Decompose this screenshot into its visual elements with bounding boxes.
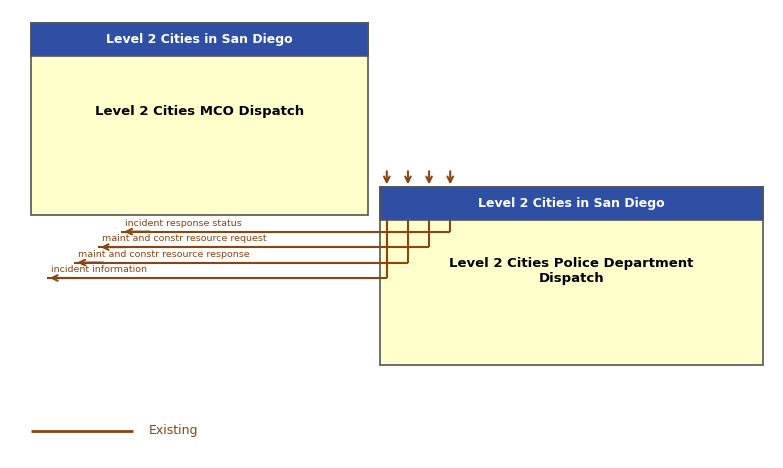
Text: incident response status: incident response status xyxy=(125,219,242,228)
Text: Level 2 Cities MCO Dispatch: Level 2 Cities MCO Dispatch xyxy=(95,105,305,118)
Bar xyxy=(31,56,368,215)
Text: Level 2 Cities Police Department
Dispatch: Level 2 Cities Police Department Dispatc… xyxy=(449,257,694,285)
Bar xyxy=(380,187,763,220)
Text: maint and constr resource request: maint and constr resource request xyxy=(102,234,266,243)
Text: Level 2 Cities in San Diego: Level 2 Cities in San Diego xyxy=(106,33,293,46)
Bar xyxy=(380,187,763,365)
Text: incident information: incident information xyxy=(51,265,147,274)
Text: maint and constr resource response: maint and constr resource response xyxy=(78,250,250,259)
Bar xyxy=(31,23,368,215)
Bar xyxy=(380,220,763,365)
Text: Level 2 Cities in San Diego: Level 2 Cities in San Diego xyxy=(478,197,665,210)
Text: Existing: Existing xyxy=(149,424,198,437)
Bar xyxy=(31,23,368,56)
